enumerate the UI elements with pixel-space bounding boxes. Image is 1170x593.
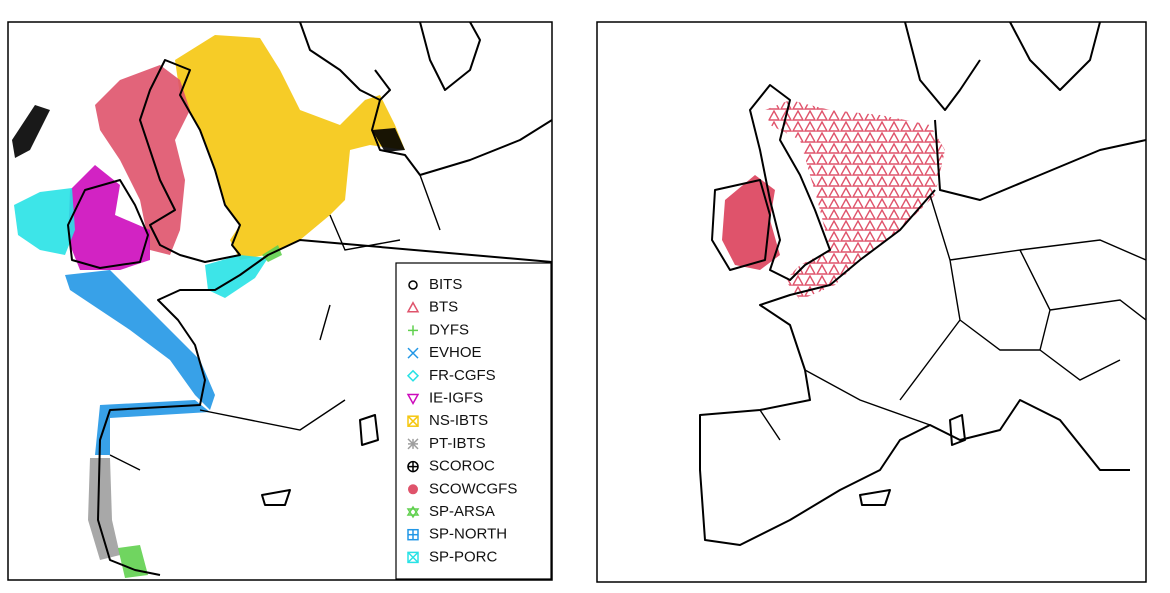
coastline: [699, 189, 1130, 546]
legend-marker: [407, 438, 419, 450]
coastline: [1009, 21, 1101, 91]
coastline: [67, 179, 149, 269]
survey-area: [14, 188, 75, 255]
coastline: [859, 414, 966, 506]
legend-frame: [395, 262, 552, 580]
survey-area: [95, 65, 190, 255]
survey-area: [722, 175, 780, 270]
survey-area: [372, 128, 405, 152]
legend-marker-part: [407, 438, 419, 450]
legend-label: EVHOE: [429, 344, 482, 361]
legend-label: BITS: [429, 276, 462, 293]
legend-label: NS-IBTS: [429, 412, 488, 429]
legend-marker-part: [407, 415, 419, 427]
legend-marker-part: [407, 551, 419, 564]
legend-label: SCOWCGFS: [429, 480, 517, 497]
legend-marker-part: [406, 505, 420, 516]
survey-area: [68, 165, 150, 270]
legend-marker: [408, 484, 418, 495]
coastline: [371, 99, 553, 176]
legend: BITS BTS DYFS EVHOE FR-CGFS IE-IGFS NS-IBTS PT-…: [395, 262, 552, 580]
legend-marker-part: [407, 415, 419, 427]
legend-marker-part: [407, 347, 419, 359]
coastline: [261, 414, 379, 506]
coastline: [904, 21, 1147, 201]
legend-marker-part: [407, 551, 419, 563]
legend-marker: [406, 369, 420, 382]
legend-marker: [407, 347, 419, 359]
survey-area: [65, 270, 215, 410]
country-border: [109, 174, 441, 471]
panel-frame: [596, 21, 1147, 583]
legend-label: FR-CGFS: [429, 367, 496, 384]
legend-label: SP-ARSA: [429, 503, 495, 520]
right-map: [596, 21, 1147, 583]
coastline: [711, 179, 771, 271]
legend-label: SCOROC: [429, 458, 495, 475]
coastline: [749, 84, 831, 281]
legend-marker: [408, 280, 418, 290]
coastline: [139, 59, 241, 263]
legend-marker-part: [408, 484, 418, 495]
legend-marker-part: [406, 508, 420, 519]
legend-marker: [407, 528, 419, 541]
legend-marker-part: [408, 280, 418, 290]
legend-label: DYFS: [429, 321, 469, 338]
coastline: [299, 21, 391, 101]
legend-label: SP-PORC: [429, 548, 498, 565]
legend-marker-part: [406, 301, 420, 313]
coastline: [419, 21, 481, 91]
survey-area: [175, 35, 405, 260]
legend-marker-part: [406, 369, 420, 382]
legend-marker: [406, 505, 420, 519]
legend-marker: [406, 301, 420, 313]
survey-area: [95, 400, 210, 455]
survey-area: [118, 545, 148, 578]
survey-area: [88, 458, 120, 560]
legend-label: BTS: [429, 299, 458, 316]
legend-marker: [406, 393, 420, 406]
survey-area: [765, 100, 945, 300]
legend-label: IE-IGFS: [429, 389, 483, 406]
legend-marker: [407, 415, 419, 427]
legend-marker-part: [406, 393, 420, 406]
legend-marker: [408, 325, 418, 336]
country-border: [759, 194, 1147, 441]
coastline: [97, 239, 553, 576]
survey-area: [12, 105, 50, 158]
legend-marker: [407, 460, 419, 473]
legend-label: SP-NORTH: [429, 526, 507, 543]
legend-marker: [407, 551, 419, 564]
legend-label: PT-IBTS: [429, 435, 486, 452]
